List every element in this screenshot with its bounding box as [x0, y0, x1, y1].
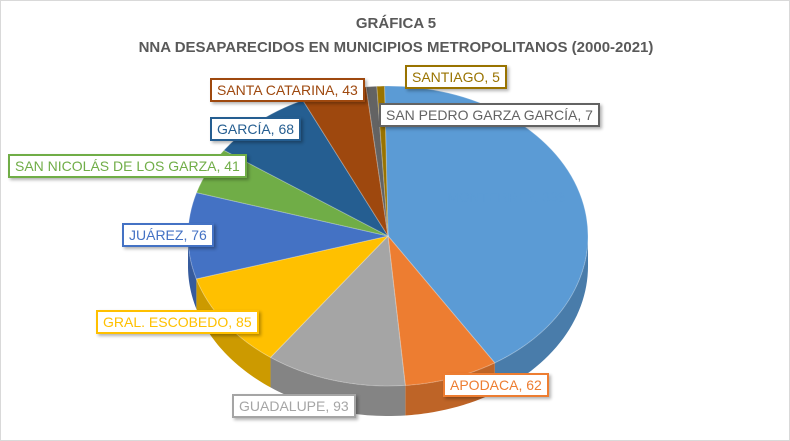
data-label-gral-escobedo: GRAL. ESCOBEDO, 85 [96, 310, 259, 334]
data-label-san-pedro: SAN PEDRO GARZA GARCÍA, 7 [379, 103, 600, 127]
data-label-santa-catarina: SANTA CATARINA, 43 [210, 78, 365, 102]
data-label-juarez: JUÁREZ, 76 [122, 223, 214, 247]
data-label-santiago: SANTIAGO, 5 [405, 65, 507, 89]
data-label-apodaca: APODACA, 62 [443, 373, 549, 397]
chart-subtitle: NNA DESAPARECIDOS EN MUNICIPIOS METROPOL… [138, 39, 654, 56]
data-label-san-nicolas: SAN NICOLÁS DE LOS GARZA, 41 [8, 154, 247, 178]
pie-side-ju-rez [188, 236, 197, 309]
data-label-monterrey: MONTERREY, 338 [447, 189, 566, 205]
data-label-garcia: GARCÍA, 68 [210, 117, 302, 141]
pie-slice-guadalupe[interactable] [269, 234, 406, 387]
pie-slice-monterrey[interactable] [383, 85, 589, 364]
chart-title: GRÁFICA 5 [355, 15, 437, 32]
data-label-guadalupe: GUADALUPE, 93 [232, 394, 356, 418]
pie-side-monterrey [494, 236, 588, 393]
pie-slice-san-pedro-garza-garc-a[interactable] [365, 85, 389, 237]
